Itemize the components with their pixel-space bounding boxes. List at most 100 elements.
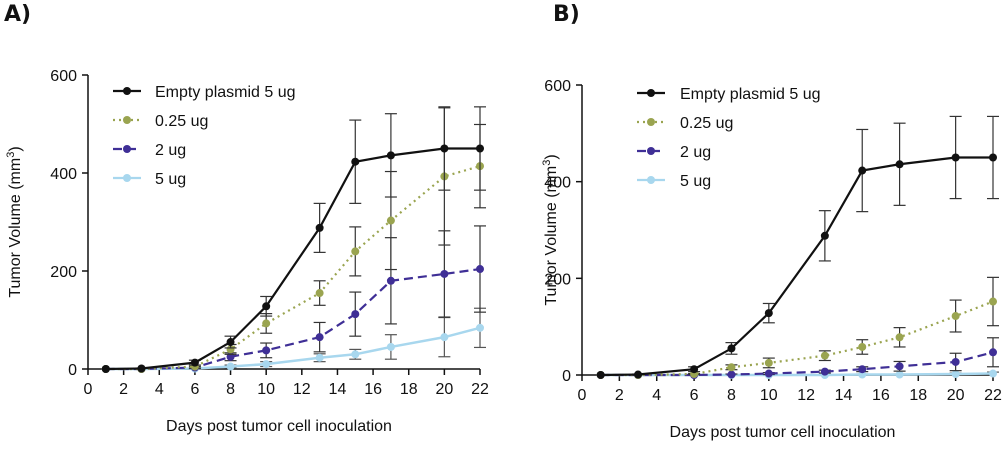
legend-marker xyxy=(123,174,131,182)
data-point xyxy=(764,358,773,367)
chart-panel-b: 0 2 4 6 8 10 12 14 16 18 20 22 0 200 400 600 Days post t… xyxy=(541,78,1002,441)
data-point xyxy=(262,302,271,311)
x-tick-label: 12 xyxy=(797,387,815,404)
x-tick-label: 12 xyxy=(293,381,311,398)
y-tick-label: 0 xyxy=(68,362,77,379)
data-point xyxy=(386,151,395,160)
data-point xyxy=(351,350,360,359)
x-tick-label: 14 xyxy=(835,387,853,404)
legend-marker xyxy=(123,87,131,95)
data-point xyxy=(440,333,449,342)
x-tick-label: 22 xyxy=(984,387,1002,404)
data-point xyxy=(226,362,235,371)
panel-b-label: B) xyxy=(553,2,580,27)
legend-label: 0.25 ug xyxy=(680,115,733,132)
x-tick-label: 4 xyxy=(652,387,661,404)
legend-item: 0.25 ug xyxy=(113,113,208,130)
data-point xyxy=(386,276,395,285)
series-2 xyxy=(101,225,486,373)
data-point xyxy=(262,319,271,328)
data-point xyxy=(727,370,736,379)
legend-item: 5 ug xyxy=(113,171,186,188)
legend-label: 5 ug xyxy=(155,171,186,188)
x-tick-label: 18 xyxy=(909,387,927,404)
data-point xyxy=(764,369,773,378)
legend-marker xyxy=(647,176,655,184)
series-line xyxy=(105,147,480,371)
panel-a-label: A) xyxy=(4,2,32,27)
data-point xyxy=(895,333,904,342)
data-point xyxy=(858,365,867,374)
data-point xyxy=(951,357,960,366)
data-point xyxy=(137,364,146,373)
data-point xyxy=(951,312,960,321)
data-point xyxy=(476,323,484,332)
data-point xyxy=(101,365,110,373)
y-axis-title-superscript: 3 xyxy=(541,160,553,166)
legend-marker xyxy=(647,118,655,126)
y-axis-title-main: Tumor Volume (mm xyxy=(543,166,560,306)
x-axis-title: Days post tumor cell inoculation xyxy=(670,424,896,441)
series-line xyxy=(105,267,481,371)
x-tick-label: 20 xyxy=(947,387,965,404)
y-tick-label: 200 xyxy=(50,264,77,281)
x-tick-label: 0 xyxy=(84,381,93,398)
data-point xyxy=(262,360,271,369)
data-point xyxy=(858,342,867,351)
x-tick-label: 16 xyxy=(364,381,382,398)
series-3 xyxy=(101,307,486,373)
y-axis-title: Tumor Volume (mm3) xyxy=(541,154,560,305)
series-0 xyxy=(101,106,486,373)
legend-item: 5 ug xyxy=(637,173,711,190)
x-tick-label: 2 xyxy=(615,387,624,404)
data-point xyxy=(989,153,997,162)
x-tick-label: 0 xyxy=(578,387,587,404)
legend-item: Empty plasmid 5 ug xyxy=(113,84,296,101)
data-point xyxy=(315,223,324,232)
legend-marker xyxy=(647,89,655,97)
legend-label: 5 ug xyxy=(680,173,711,190)
y-tick-label: 400 xyxy=(50,166,77,183)
y-axis-title-superscript: 3 xyxy=(5,152,17,158)
x-tick-label: 8 xyxy=(727,387,736,404)
data-point xyxy=(440,269,449,278)
legend-label: 2 ug xyxy=(680,144,711,161)
y-tick-label: 200 xyxy=(544,271,571,288)
x-tick-label: 10 xyxy=(257,381,275,398)
y-tick-label: 0 xyxy=(562,368,571,385)
legend-label: Empty plasmid 5 ug xyxy=(155,84,296,101)
legend-label: 2 ug xyxy=(155,142,186,159)
data-point xyxy=(895,370,904,379)
x-tick-label: 10 xyxy=(760,387,778,404)
y-tick-label: 600 xyxy=(544,78,571,95)
data-point xyxy=(634,370,643,379)
data-point xyxy=(895,362,904,371)
series-line xyxy=(105,326,481,371)
data-point xyxy=(386,216,395,225)
data-point xyxy=(226,338,235,347)
data-point xyxy=(476,265,484,274)
legend-label: Empty plasmid 5 ug xyxy=(680,86,821,103)
chart-panel-a: 0 2 4 6 8 10 12 14 16 18 20 22 0 200 400 600 Days post t… xyxy=(5,68,489,435)
data-point xyxy=(315,353,324,362)
x-tick-label: 22 xyxy=(471,381,489,398)
x-tick-label: 6 xyxy=(190,381,199,398)
data-point xyxy=(989,348,997,357)
data-point xyxy=(764,309,773,318)
data-point xyxy=(351,310,360,319)
y-tick-label: 600 xyxy=(50,68,77,85)
data-point xyxy=(858,166,867,175)
y-axis-title: Tumor Volume (mm3) xyxy=(5,146,24,297)
data-point xyxy=(596,371,605,379)
data-point xyxy=(351,157,360,166)
data-point xyxy=(951,370,960,379)
data-point xyxy=(820,231,829,240)
y-tick-label: 400 xyxy=(544,175,571,192)
y-axis-title-close: ) xyxy=(543,154,560,159)
x-tick-label: 8 xyxy=(226,381,235,398)
data-point xyxy=(727,363,736,372)
series-line xyxy=(600,156,993,377)
data-point xyxy=(386,342,395,351)
legend-item: 2 ug xyxy=(637,144,711,161)
